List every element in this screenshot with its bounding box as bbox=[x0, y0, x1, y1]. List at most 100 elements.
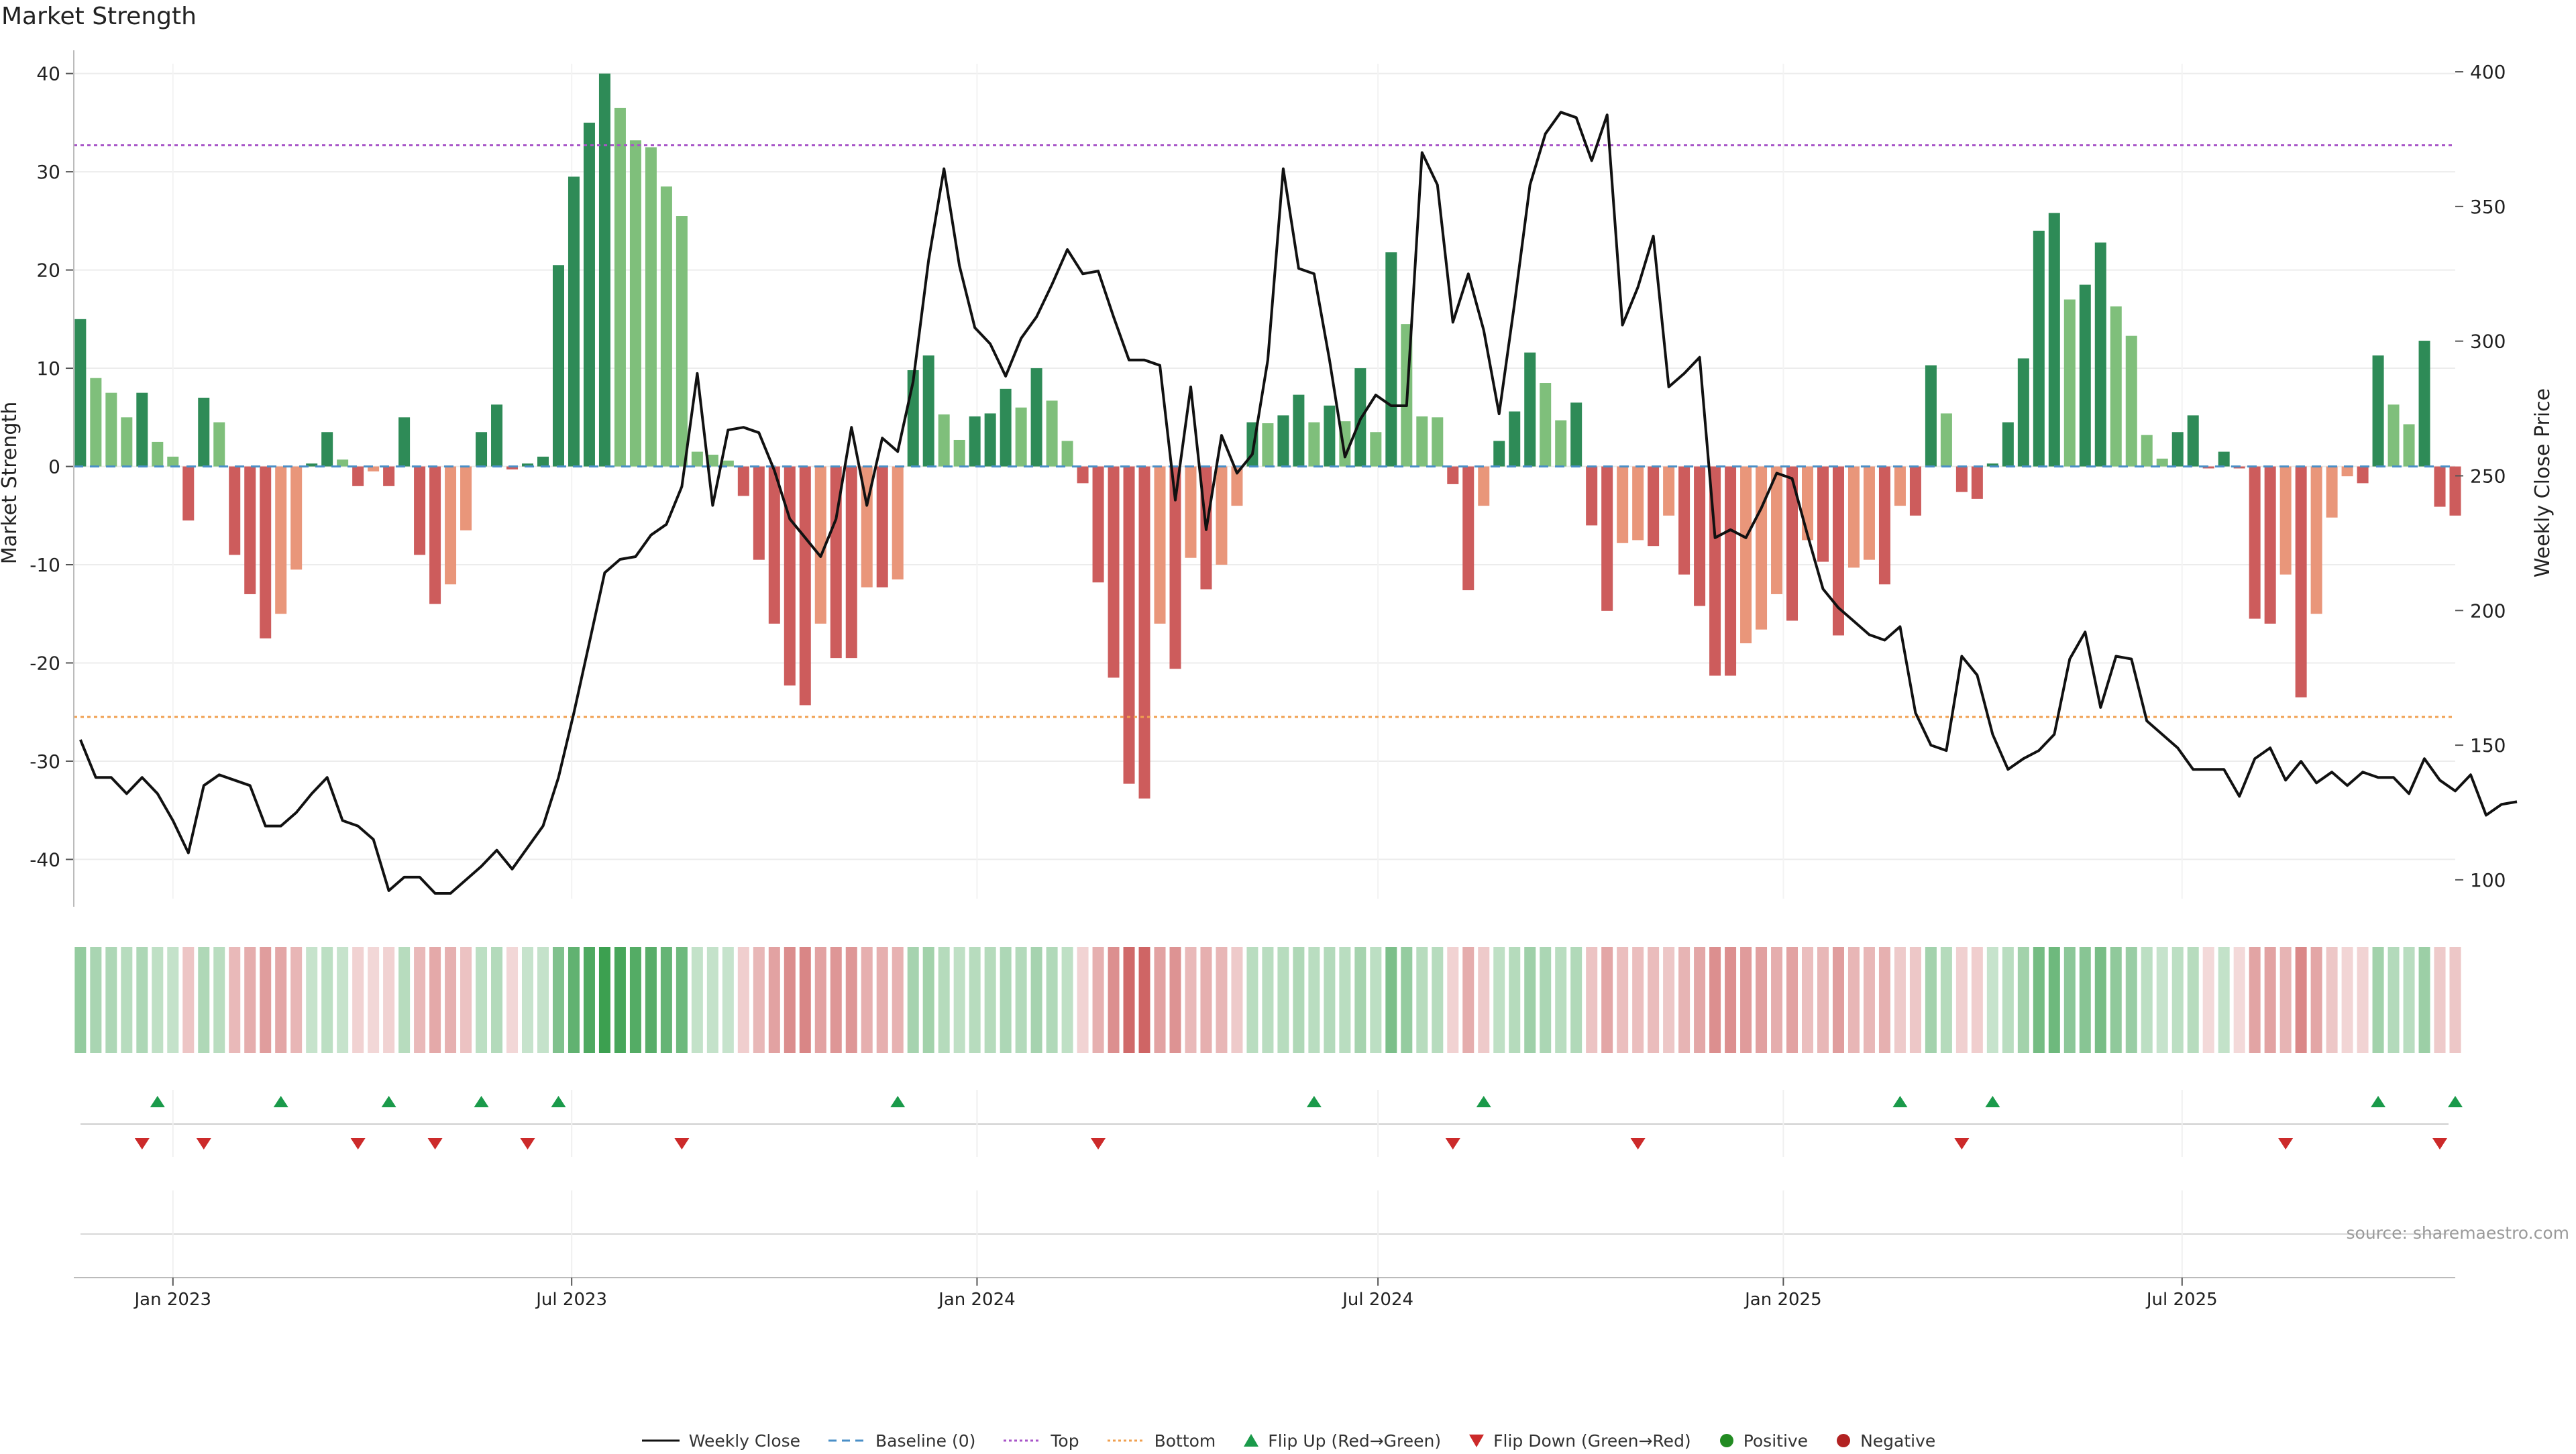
heat-cell bbox=[2048, 947, 2060, 1053]
x-tick-label: Jul 2025 bbox=[2145, 1290, 2218, 1310]
strength-bar bbox=[768, 466, 780, 624]
heat-cell bbox=[2279, 947, 2292, 1053]
x-tick-label: Jul 2023 bbox=[535, 1290, 607, 1310]
flip-down-marker bbox=[2432, 1138, 2448, 1150]
strength-bar bbox=[121, 417, 133, 467]
strength-bar bbox=[2357, 466, 2369, 484]
strength-bar bbox=[2048, 213, 2060, 467]
strength-bar bbox=[938, 414, 950, 467]
strength-bar bbox=[1909, 466, 1921, 516]
heat-cell bbox=[830, 947, 842, 1053]
heat-cell bbox=[1709, 947, 1721, 1053]
flip-down-marker bbox=[350, 1138, 366, 1150]
heat-cell bbox=[1694, 947, 1706, 1053]
strength-bar bbox=[598, 73, 610, 467]
strength-bar bbox=[1370, 432, 1382, 467]
strength-bar bbox=[1801, 466, 1814, 541]
strength-bar bbox=[753, 466, 765, 560]
strength-bar bbox=[1925, 365, 1937, 467]
weekly-close-line bbox=[79, 111, 2518, 895]
heat-cell bbox=[861, 947, 873, 1053]
heat-cell bbox=[1801, 947, 1814, 1053]
heat-cell bbox=[1231, 947, 1243, 1053]
heat-cell bbox=[953, 947, 965, 1053]
strength-bar bbox=[722, 460, 734, 467]
y2-tick-label: 350 bbox=[2470, 196, 2506, 218]
heat-cell bbox=[1648, 947, 1660, 1053]
y2-tick-label: 150 bbox=[2470, 734, 2506, 757]
heat-cell bbox=[1000, 947, 1012, 1053]
heat-cell bbox=[2434, 947, 2446, 1053]
flip-down-marker bbox=[1445, 1138, 1460, 1150]
heat-cell bbox=[491, 947, 503, 1053]
heat-cell bbox=[1185, 947, 1197, 1053]
heat-cell bbox=[1308, 947, 1320, 1053]
heat-cell bbox=[1108, 947, 1120, 1053]
strength-bar bbox=[2310, 466, 2322, 614]
legend-label: Baseline (0) bbox=[875, 1431, 976, 1451]
heat-cell bbox=[922, 947, 934, 1053]
heat-cell bbox=[2310, 947, 2322, 1053]
flip-down-marker bbox=[427, 1138, 443, 1150]
strength-bar bbox=[1632, 466, 1644, 541]
y-axis-label: Market Strength bbox=[0, 402, 21, 564]
flip-up-marker bbox=[1985, 1096, 2000, 1107]
strength-bar bbox=[476, 432, 488, 467]
heat-cell bbox=[1509, 947, 1521, 1053]
heat-cell bbox=[1493, 947, 1505, 1053]
heat-cell bbox=[352, 947, 364, 1053]
strength-bar bbox=[1524, 352, 1536, 467]
legend-label: Bottom bbox=[1154, 1431, 1216, 1451]
bottom-panel: Jan 2023 Jul 2023 Jan 2024 Jul 2024 Jan 2025… bbox=[74, 1190, 2455, 1310]
strength-bar bbox=[614, 107, 626, 467]
strength-bar bbox=[429, 466, 441, 604]
strength-bar bbox=[321, 432, 333, 467]
strength-bar bbox=[784, 466, 796, 686]
strength-bar bbox=[2249, 466, 2261, 619]
heat-cell bbox=[521, 947, 534, 1053]
heat-cell bbox=[74, 947, 87, 1053]
strength-bar bbox=[2079, 284, 2091, 467]
heat-cell bbox=[2110, 947, 2122, 1053]
strength-bar bbox=[2110, 306, 2122, 467]
flip-down-marker bbox=[1630, 1138, 1646, 1150]
strength-bar bbox=[2434, 466, 2446, 507]
flip-up-marker bbox=[1306, 1096, 1322, 1107]
strength-bar bbox=[260, 466, 272, 638]
heat-cell bbox=[2187, 947, 2199, 1053]
heat-cell bbox=[706, 947, 718, 1053]
strength-bar bbox=[383, 466, 395, 486]
strength-bar bbox=[1971, 466, 1983, 499]
heat-cell bbox=[2156, 947, 2168, 1053]
strength-bar bbox=[2218, 451, 2230, 467]
heat-cell bbox=[182, 947, 195, 1053]
heat-cell bbox=[1216, 947, 1228, 1053]
strength-bar bbox=[2156, 458, 2168, 467]
heat-cell bbox=[506, 947, 519, 1053]
y-tick-label: -10 bbox=[30, 554, 60, 576]
heat-cell bbox=[1570, 947, 1582, 1053]
strength-bar bbox=[2202, 466, 2214, 469]
heat-cell bbox=[2326, 947, 2338, 1053]
strength-bar bbox=[568, 176, 580, 467]
heat-cell bbox=[1138, 947, 1150, 1053]
heat-cell bbox=[1061, 947, 1073, 1053]
heat-cell bbox=[768, 947, 780, 1053]
strength-bar bbox=[1832, 466, 1844, 636]
y2-tick-label: 200 bbox=[2470, 600, 2506, 622]
strength-bar bbox=[1138, 466, 1150, 799]
strength-bar bbox=[1986, 463, 1998, 467]
strength-bar bbox=[1169, 466, 1181, 669]
strength-bar bbox=[1894, 466, 1906, 506]
y-tick-label: 40 bbox=[36, 63, 60, 85]
strength-bar bbox=[984, 413, 996, 467]
strength-bar bbox=[1385, 252, 1397, 467]
heat-cell bbox=[1524, 947, 1536, 1053]
strength-bar bbox=[229, 466, 241, 555]
strength-bar bbox=[2387, 404, 2400, 467]
reference-lines bbox=[74, 144, 2455, 718]
strength-bar bbox=[1493, 441, 1505, 467]
heat-cell bbox=[2033, 947, 2045, 1053]
heat-cell bbox=[1077, 947, 1089, 1053]
strength-bar bbox=[414, 466, 426, 555]
